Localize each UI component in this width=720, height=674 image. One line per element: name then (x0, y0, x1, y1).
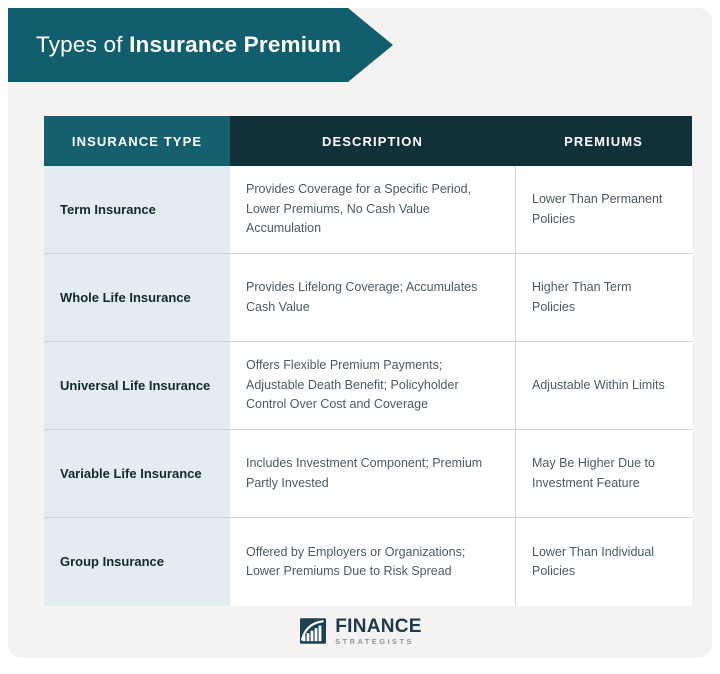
table-row: Variable Life Insurance Includes Investm… (44, 430, 692, 518)
cell-premiums: May Be Higher Due to Investment Feature (515, 430, 692, 518)
description-text: Provides Lifelong Coverage; Accumulates … (246, 280, 478, 314)
cell-description: Provides Coverage for a Specific Period,… (230, 166, 515, 254)
content-card: Types of Insurance Premium INSURANCE TYP… (8, 8, 712, 658)
insurance-type-label: Group Insurance (60, 554, 165, 570)
insurance-premium-table: INSURANCE TYPE DESCRIPTION PREMIUMS Term… (44, 116, 692, 606)
table-row: Whole Life Insurance Provides Lifelong C… (44, 254, 692, 342)
insurance-type-label: Variable Life Insurance (60, 465, 202, 481)
page-title-emphasis: Insurance Premium (129, 32, 342, 57)
insurance-type-label: Term Insurance (60, 201, 156, 217)
cell-insurance-type: Group Insurance (44, 518, 230, 606)
premiums-text: Lower Than Permanent Policies (532, 192, 663, 226)
column-header-insurance-type: INSURANCE TYPE (44, 116, 230, 166)
brand-wordmark: FINANCE STRATEGISTS (335, 617, 422, 645)
footer: FINANCE STRATEGISTS (8, 616, 712, 646)
cell-premiums: Higher Than Term Policies (515, 254, 692, 342)
table-row: Term Insurance Provides Coverage for a S… (44, 166, 692, 254)
description-text: Offers Flexible Premium Payments; Adjust… (246, 358, 459, 412)
brand-tagline: STRATEGISTS (335, 636, 414, 646)
brand-logo: FINANCE STRATEGISTS (298, 616, 422, 646)
table-row: Group Insurance Offered by Employers or … (44, 518, 692, 606)
premiums-text: Adjustable Within Limits (532, 377, 665, 392)
cell-description: Offered by Employers or Organizations; L… (230, 518, 515, 606)
cell-description: Offers Flexible Premium Payments; Adjust… (230, 342, 515, 430)
description-text: Includes Investment Component; Premium P… (246, 456, 483, 490)
cell-premiums: Lower Than Permanent Policies (515, 166, 692, 254)
table-header-row: INSURANCE TYPE DESCRIPTION PREMIUMS (44, 116, 692, 166)
premiums-text: Lower Than Individual Policies (532, 544, 655, 578)
premiums-text: Higher Than Term Policies (532, 280, 632, 314)
insurance-type-label: Universal Life Insurance (60, 377, 211, 393)
description-text: Offered by Employers or Organizations; L… (246, 544, 466, 578)
column-header-description: DESCRIPTION (230, 116, 515, 166)
cell-description: Includes Investment Component; Premium P… (230, 430, 515, 518)
cell-insurance-type: Universal Life Insurance (44, 342, 230, 430)
cell-description: Provides Lifelong Coverage; Accumulates … (230, 254, 515, 342)
header-banner: Types of Insurance Premium (8, 8, 393, 82)
cell-insurance-type: Whole Life Insurance (44, 254, 230, 342)
bar-chart-arc-icon (300, 618, 327, 644)
brand-name: FINANCE (335, 615, 422, 637)
page-title-prefix: Types of (36, 32, 130, 57)
column-header-premiums: PREMIUMS (515, 116, 692, 166)
cell-premiums: Adjustable Within Limits (515, 342, 692, 430)
cell-premiums: Lower Than Individual Policies (515, 518, 692, 606)
cell-insurance-type: Term Insurance (44, 166, 230, 254)
insurance-type-label: Whole Life Insurance (60, 289, 191, 305)
cell-insurance-type: Variable Life Insurance (44, 430, 230, 518)
table-row: Universal Life Insurance Offers Flexible… (44, 342, 692, 430)
page-title: Types of Insurance Premium (8, 32, 341, 58)
description-text: Provides Coverage for a Specific Period,… (246, 182, 472, 236)
premiums-text: May Be Higher Due to Investment Feature (532, 456, 655, 490)
